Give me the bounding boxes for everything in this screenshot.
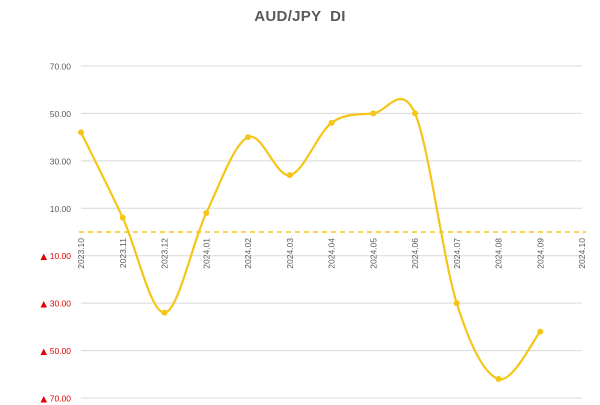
data-point bbox=[119, 214, 126, 221]
y-tick-label: 30.00 bbox=[50, 156, 72, 166]
y-tick-label: 50.00 bbox=[50, 109, 72, 119]
y-tick-label: ▲ 10.00 bbox=[40, 251, 71, 262]
data-point bbox=[161, 309, 168, 316]
y-tick-label: 70.00 bbox=[50, 62, 72, 72]
x-tick-label: 2024.08 bbox=[494, 238, 504, 269]
x-tick-label: 2023.10 bbox=[76, 238, 86, 269]
y-tick-value: 30.00 bbox=[50, 156, 72, 166]
series-line bbox=[79, 98, 542, 381]
y-tick-label: 10.00 bbox=[50, 204, 72, 214]
negative-marker-icon: ▲ bbox=[40, 252, 49, 262]
x-tick-label: 2024.04 bbox=[327, 238, 337, 269]
y-tick-label: ▲ 70.00 bbox=[40, 394, 71, 405]
y-tick-value: 50.00 bbox=[50, 346, 72, 356]
x-tick-label: 2024.06 bbox=[410, 238, 420, 269]
negative-marker-icon: ▲ bbox=[40, 395, 49, 405]
x-tick-label: 2024.02 bbox=[243, 238, 253, 269]
y-tick-value: 30.00 bbox=[50, 299, 72, 309]
data-point bbox=[328, 119, 335, 126]
x-tick-label: 2024.01 bbox=[201, 238, 211, 269]
x-tick-label: 2024.03 bbox=[285, 238, 295, 269]
x-tick-label: 2023.12 bbox=[160, 238, 170, 269]
data-point bbox=[495, 376, 502, 383]
x-tick-label: 2024.10 bbox=[577, 238, 587, 269]
data-point bbox=[370, 110, 377, 117]
x-tick-label: 2024.05 bbox=[368, 238, 378, 269]
data-point bbox=[286, 172, 293, 179]
y-tick-value: 10.00 bbox=[50, 204, 72, 214]
y-tick-value: 70.00 bbox=[50, 62, 72, 72]
x-tick-label: 2023.11 bbox=[118, 238, 128, 268]
y-tick-value: 10.00 bbox=[50, 251, 72, 261]
negative-marker-icon: ▲ bbox=[40, 347, 49, 357]
data-point bbox=[453, 300, 460, 307]
data-point bbox=[412, 110, 418, 117]
x-tick-label: 2024.09 bbox=[535, 238, 545, 269]
chart-title: AUD/JPY DI bbox=[254, 8, 346, 25]
data-point bbox=[537, 328, 544, 335]
x-tick-label: 2024.07 bbox=[452, 238, 462, 269]
y-tick-value: 50.00 bbox=[50, 109, 72, 119]
negative-marker-icon: ▲ bbox=[40, 300, 49, 310]
data-point bbox=[203, 210, 210, 217]
data-point bbox=[78, 129, 84, 136]
data-point bbox=[245, 134, 251, 141]
y-tick-label: ▲ 30.00 bbox=[40, 299, 71, 310]
y-tick-value: 70.00 bbox=[50, 394, 72, 404]
y-tick-label: ▲ 50.00 bbox=[40, 346, 71, 357]
